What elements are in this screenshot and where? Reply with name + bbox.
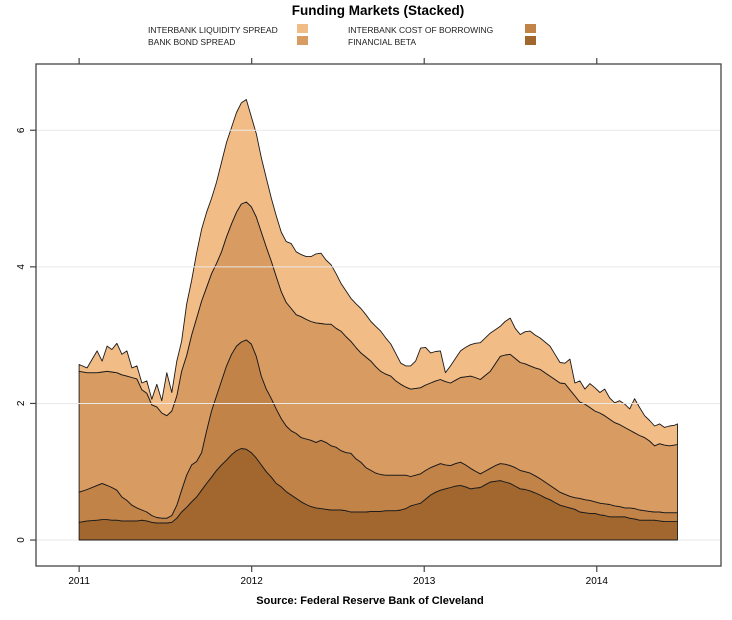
source-caption: Source: Federal Reserve Bank of Clevelan… <box>256 595 484 607</box>
legend-label-interbank-liquidity-spread: INTERBANK LIQUIDITY SPREAD <box>148 25 278 35</box>
y-tick-label: 4 <box>16 264 27 270</box>
plot-border <box>35 63 722 567</box>
chart-title: Funding Markets (Stacked) <box>291 3 465 18</box>
legend-swatch-interbank-cost-of-borrowing <box>525 24 536 33</box>
x-tick-label: 2011 <box>68 576 90 587</box>
y-tick-label: 2 <box>16 400 27 406</box>
x-tick-label: 2013 <box>413 576 436 587</box>
legend-label-interbank-cost-of-borrowing: INTERBANK COST OF BORROWING <box>348 25 494 35</box>
legend-swatch-bank-bond-spread <box>297 36 308 45</box>
x-tick-label: 2012 <box>241 576 264 587</box>
y-tick-label: 0 <box>16 537 27 543</box>
area-interbank-liquidity-spread <box>78 99 678 447</box>
x-tick-label: 2014 <box>586 576 609 587</box>
legend-swatch-interbank-liquidity-spread <box>297 24 308 33</box>
legend-label-financial-beta: FINANCIAL BETA <box>348 37 417 47</box>
y-tick-label: 6 <box>16 127 27 133</box>
legend-swatch-financial-beta <box>525 36 536 45</box>
legend-label-bank-bond-spread: BANK BOND SPREAD <box>148 37 236 47</box>
